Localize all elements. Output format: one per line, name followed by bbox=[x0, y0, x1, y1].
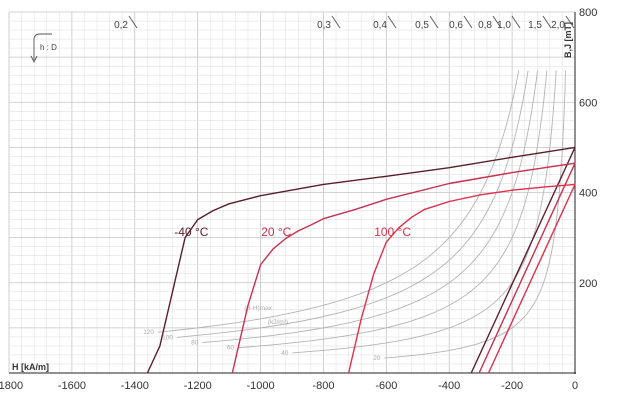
pc-label: 0,3 bbox=[317, 20, 331, 31]
isoenergy-label: 40 bbox=[281, 350, 289, 357]
isoenergy-label: 60 bbox=[227, 345, 235, 352]
pc-label: 0,2 bbox=[114, 20, 128, 31]
chart-labels: -1800 -1600 -1400 -1200 -1000 -800 -600 -400 -20… bbox=[0, 7, 597, 392]
j-curve--40 °C bbox=[146, 146, 576, 374]
series-label: 20 °C bbox=[261, 225, 291, 239]
isoenergy-curve bbox=[292, 70, 557, 354]
isoenergy-curve bbox=[384, 70, 567, 359]
pc-tick bbox=[511, 15, 521, 29]
hd-label: h : D bbox=[40, 43, 57, 52]
x-tick-label: -800 bbox=[312, 380, 334, 392]
x-tick-label: -1600 bbox=[58, 380, 86, 392]
isoenergy-label: 20 bbox=[373, 355, 381, 362]
pc-tick bbox=[387, 15, 397, 29]
pc-label: 0,5 bbox=[415, 20, 429, 31]
isoenergy-label: 100 bbox=[162, 334, 173, 341]
y-tick-label: 600 bbox=[579, 97, 597, 109]
y-tick-label: 400 bbox=[579, 188, 597, 200]
x-tick-label: -600 bbox=[375, 380, 397, 392]
isoenergy-curve bbox=[158, 70, 520, 333]
isoenergy-label: 80 bbox=[191, 340, 199, 347]
pc-tick bbox=[331, 15, 341, 29]
pc-label: 0,8 bbox=[478, 20, 492, 31]
y-tick-label: 200 bbox=[579, 278, 597, 290]
x-tick-label: -400 bbox=[438, 380, 460, 392]
pc-tick bbox=[492, 15, 502, 29]
pc-label: 2,0 bbox=[551, 20, 565, 31]
j-curve-100 °C bbox=[347, 183, 576, 374]
x-tick-label: -1000 bbox=[246, 380, 274, 392]
hd-indicator-arrowhead bbox=[30, 55, 38, 64]
pc-label: 1,0 bbox=[497, 20, 511, 31]
isoenergy-unit: (kJ/m³) bbox=[268, 319, 288, 326]
pc-tick bbox=[463, 15, 473, 29]
isoenergy-curve bbox=[202, 70, 538, 343]
pc-tick bbox=[128, 15, 138, 29]
pc-label: 0,6 bbox=[449, 20, 463, 31]
x-tick-label: -1400 bbox=[121, 380, 149, 392]
b-line-100 °C bbox=[487, 184, 576, 374]
pc-label: 0,4 bbox=[373, 20, 387, 31]
x-tick-label: -200 bbox=[501, 380, 523, 392]
isoenergy-curve bbox=[176, 70, 529, 338]
isoenergy-curves: 120 100 80 60 40 20 (B·H)max (kJ/m³) bbox=[143, 70, 567, 362]
x-tick-label: 0 bbox=[572, 380, 578, 392]
x-tick-label: -1200 bbox=[184, 380, 212, 392]
permeance-coefficient-scale: 0,2 0,3 0,4 0,5 0,6 0,8 1,0 1,5 2,0 bbox=[114, 15, 575, 31]
pc-tick bbox=[429, 15, 439, 29]
j-curve-20 °C bbox=[231, 162, 576, 374]
b-line-20 °C bbox=[478, 162, 576, 374]
x-tick-label: -1800 bbox=[0, 380, 23, 392]
pc-label: 1,5 bbox=[528, 20, 542, 31]
pc-tick bbox=[565, 15, 575, 29]
y-axis-title: B,J [mT] bbox=[563, 22, 573, 58]
isoenergy-title: (B·H)max bbox=[244, 305, 273, 312]
series-label: -40 °C bbox=[174, 225, 208, 239]
b-line--40 °C bbox=[470, 147, 576, 374]
isoenergy-curve bbox=[238, 70, 548, 349]
x-axis-title: H [kA/m] bbox=[12, 362, 49, 372]
hd-indicator-arrow bbox=[33, 33, 52, 60]
pc-tick bbox=[542, 15, 552, 29]
isoenergy-label: 120 bbox=[143, 329, 154, 336]
y-tick-label: 800 bbox=[579, 7, 597, 19]
series-curves: -40 °C 20 °C 100 °C bbox=[146, 146, 576, 374]
series-label: 100 °C bbox=[374, 225, 411, 239]
